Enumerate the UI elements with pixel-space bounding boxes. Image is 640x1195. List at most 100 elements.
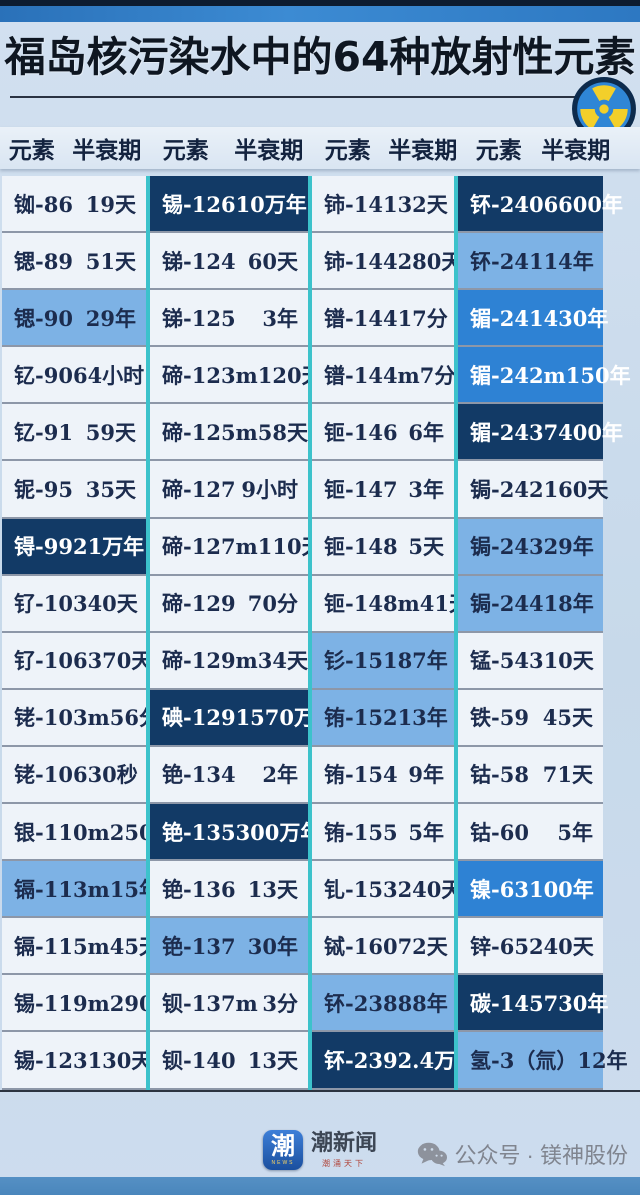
table-cell: 镨-144m 7分 — [312, 347, 456, 405]
table-column-1: 铷-86 19天 锶-89 51天 锶-90 29年 钇-90 64小时 钇-91 59天 铌-95… — [2, 176, 175, 1090]
table-cell: 碲-129 70分 — [150, 575, 308, 633]
element-name: 碳-14 — [470, 990, 529, 1016]
wechat-icon — [418, 1142, 448, 1167]
table-cell: 铯-137 30年 — [150, 918, 308, 976]
half-life-value: 30秒 — [87, 762, 138, 788]
table-cell: 碲-127m 110天 — [150, 518, 323, 576]
half-life-value: 370天 — [87, 648, 153, 674]
element-name: 铽-160 — [324, 933, 398, 959]
wechat-account-label: 公众号 · 镁神股份 — [454, 1143, 628, 1168]
element-name: 锶-89 — [14, 248, 73, 274]
half-life-value: 9小时 — [241, 477, 298, 503]
half-life-value: 3年 — [408, 477, 444, 503]
table-cell: 镨-144 17分 — [312, 290, 454, 348]
half-life-value: 3分 — [262, 990, 298, 1016]
half-life-value: 430年 — [543, 305, 609, 331]
element-name: 钆-153 — [324, 876, 398, 902]
table-cell: 镉-115m 45天 — [2, 918, 160, 976]
half-life-value: 5年 — [557, 819, 593, 845]
table-cell: 钷-148m 41天 — [312, 575, 470, 633]
table-cell: 铯-135 300万年 — [150, 804, 321, 862]
table-column-3: 铈-141 32天 铈-144 280天 镨-144 17分 镨-144m 7分 钷-146 6年… — [308, 176, 476, 1090]
header-group-4: 元素 半衰期 — [466, 131, 620, 165]
table-cell: 铈-144 280天 — [312, 233, 462, 291]
element-name: 镅-241 — [470, 305, 544, 331]
element-name: 钚-240 — [470, 191, 544, 217]
brand-text: 潮新闻 潮涌天下 — [311, 1130, 377, 1169]
element-name: 铕-155 — [324, 819, 398, 845]
title-divider — [10, 96, 614, 98]
header-group-1: 元素 半衰期 — [0, 131, 150, 165]
element-name: 碘-129 — [162, 705, 236, 731]
table-cell: 钚-240 6600年 — [458, 176, 623, 234]
table-cell: 钡-140 13天 — [150, 1032, 308, 1090]
half-life-value: 240天 — [528, 933, 594, 959]
element-name: 镨-144m — [324, 362, 420, 388]
header-element-label: 元素 — [324, 137, 371, 163]
table-cell: 锔-244 18年 — [458, 575, 603, 633]
table-cell: 铑-106 30秒 — [2, 746, 146, 805]
element-name: 钴-60 — [470, 819, 529, 845]
element-name: 锌-65 — [470, 933, 529, 959]
element-name: 锑-125 — [162, 305, 236, 331]
half-life-value: 30年 — [247, 933, 298, 959]
half-life-value: 19天 — [85, 191, 136, 217]
element-name: 锔-243 — [470, 534, 544, 560]
half-life-value: 13天 — [247, 876, 298, 902]
element-name: 铯-134 — [162, 762, 236, 788]
element-name: 镨-144 — [324, 305, 398, 331]
element-name: 铑-103m — [14, 705, 110, 731]
half-life-value: 2年 — [262, 762, 298, 788]
table-cell: 碘-129 1570万年 — [150, 689, 336, 747]
element-name: 镍-63 — [470, 876, 529, 902]
header-element-label: 元素 — [162, 137, 209, 163]
table-cell: 碳-14 5730年 — [458, 975, 608, 1033]
table-cell: 钚-238 88年 — [312, 975, 454, 1033]
table-cell: 铽-160 72天 — [312, 918, 454, 976]
half-life-value: 51天 — [85, 248, 136, 274]
element-name: 锝-99 — [14, 534, 73, 560]
element-name: 锡-126 — [162, 191, 236, 217]
table-cell: 铁-59 45天 — [458, 689, 603, 747]
table-cell: 锡-126 10万年 — [150, 176, 308, 234]
element-name: 锡-119m — [14, 990, 110, 1016]
element-name: 氢-3（氚） — [470, 1047, 578, 1073]
half-life-value: 300万年 — [235, 819, 322, 845]
element-name: 钐-151 — [324, 648, 398, 674]
table-cell: 锑-124 60天 — [150, 233, 308, 291]
element-name: 铕-152 — [324, 705, 398, 731]
element-name: 碲-127 — [162, 477, 236, 503]
element-name: 钷-148m — [324, 591, 420, 617]
header-group-2: 元素 半衰期 — [150, 131, 316, 165]
half-life-value: 6年 — [408, 419, 444, 445]
element-name: 铷-86 — [14, 191, 73, 217]
table-cell: 锔-243 29年 — [458, 518, 603, 576]
footer: 潮 NEWS 潮新闻 潮涌天下 公众号 · 镁神股份 — [0, 1092, 640, 1177]
element-name: 铑-106 — [14, 762, 88, 788]
half-life-value: 72天 — [397, 933, 448, 959]
table-cell: 锰-54 310天 — [458, 632, 603, 690]
elements-table: 铷-86 19天 锶-89 51天 锶-90 29年 钇-90 64小时 钇-91 59天 铌-95… — [2, 176, 631, 1090]
table-cell: 钐-151 87年 — [312, 632, 454, 690]
element-name: 铌-95 — [14, 477, 73, 503]
table-cell: 碲-129m 34天 — [150, 632, 308, 690]
header-element-label: 元素 — [475, 137, 522, 163]
half-life-value: 60天 — [247, 248, 298, 274]
half-life-value: 150年 — [565, 362, 631, 388]
half-life-value: 88年 — [397, 990, 448, 1016]
brand-slogan: 潮涌天下 — [321, 1159, 366, 1169]
element-name: 碲-123m — [162, 362, 258, 388]
table-cell: 铕-152 13年 — [312, 689, 454, 747]
half-life-value: 7分 — [419, 362, 456, 388]
element-name: 钡-137m — [162, 990, 258, 1016]
table-cell: 钌-106 370天 — [2, 632, 152, 690]
half-life-value: 240天 — [397, 876, 463, 902]
table-cell: 钚-241 14年 — [458, 233, 603, 291]
half-life-value: 71天 — [542, 762, 593, 788]
element-name: 碲-129m — [162, 648, 258, 674]
half-life-value: 17分 — [397, 305, 448, 331]
half-life-value: 5天 — [408, 534, 444, 560]
element-name: 锰-54 — [470, 648, 529, 674]
half-life-value: 70分 — [247, 591, 298, 617]
table-cell: 铯-134 2年 — [150, 746, 308, 805]
